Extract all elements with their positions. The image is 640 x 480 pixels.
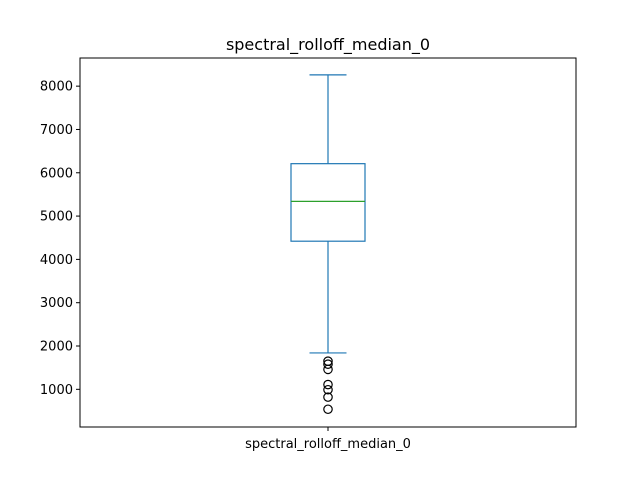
y-tick-label: 5000 bbox=[40, 210, 73, 225]
y-tick-label: 3000 bbox=[40, 296, 73, 311]
iqr-box bbox=[290, 163, 366, 242]
y-axis: 1000 2000 3000 4000 5000 6000 7000 8000 bbox=[40, 80, 80, 398]
y-tick-label: 2000 bbox=[40, 340, 73, 355]
chart-title: spectral_rolloff_median_0 bbox=[226, 35, 430, 55]
box-plot bbox=[290, 74, 366, 415]
y-tick-label: 8000 bbox=[40, 80, 73, 95]
x-axis: spectral_rolloff_median_0 bbox=[245, 427, 411, 452]
outlier-point bbox=[323, 392, 333, 402]
y-tick-label: 6000 bbox=[40, 166, 73, 181]
outlier-point bbox=[323, 364, 333, 375]
y-tick-label: 1000 bbox=[40, 383, 73, 398]
outlier-point bbox=[323, 404, 333, 415]
x-tick-label: spectral_rolloff_median_0 bbox=[245, 437, 411, 452]
y-tick-label: 7000 bbox=[40, 123, 73, 138]
outlier-point bbox=[323, 384, 333, 395]
outlier-point bbox=[323, 379, 333, 390]
y-tick-label: 4000 bbox=[40, 253, 73, 268]
outlier-point bbox=[323, 359, 333, 370]
